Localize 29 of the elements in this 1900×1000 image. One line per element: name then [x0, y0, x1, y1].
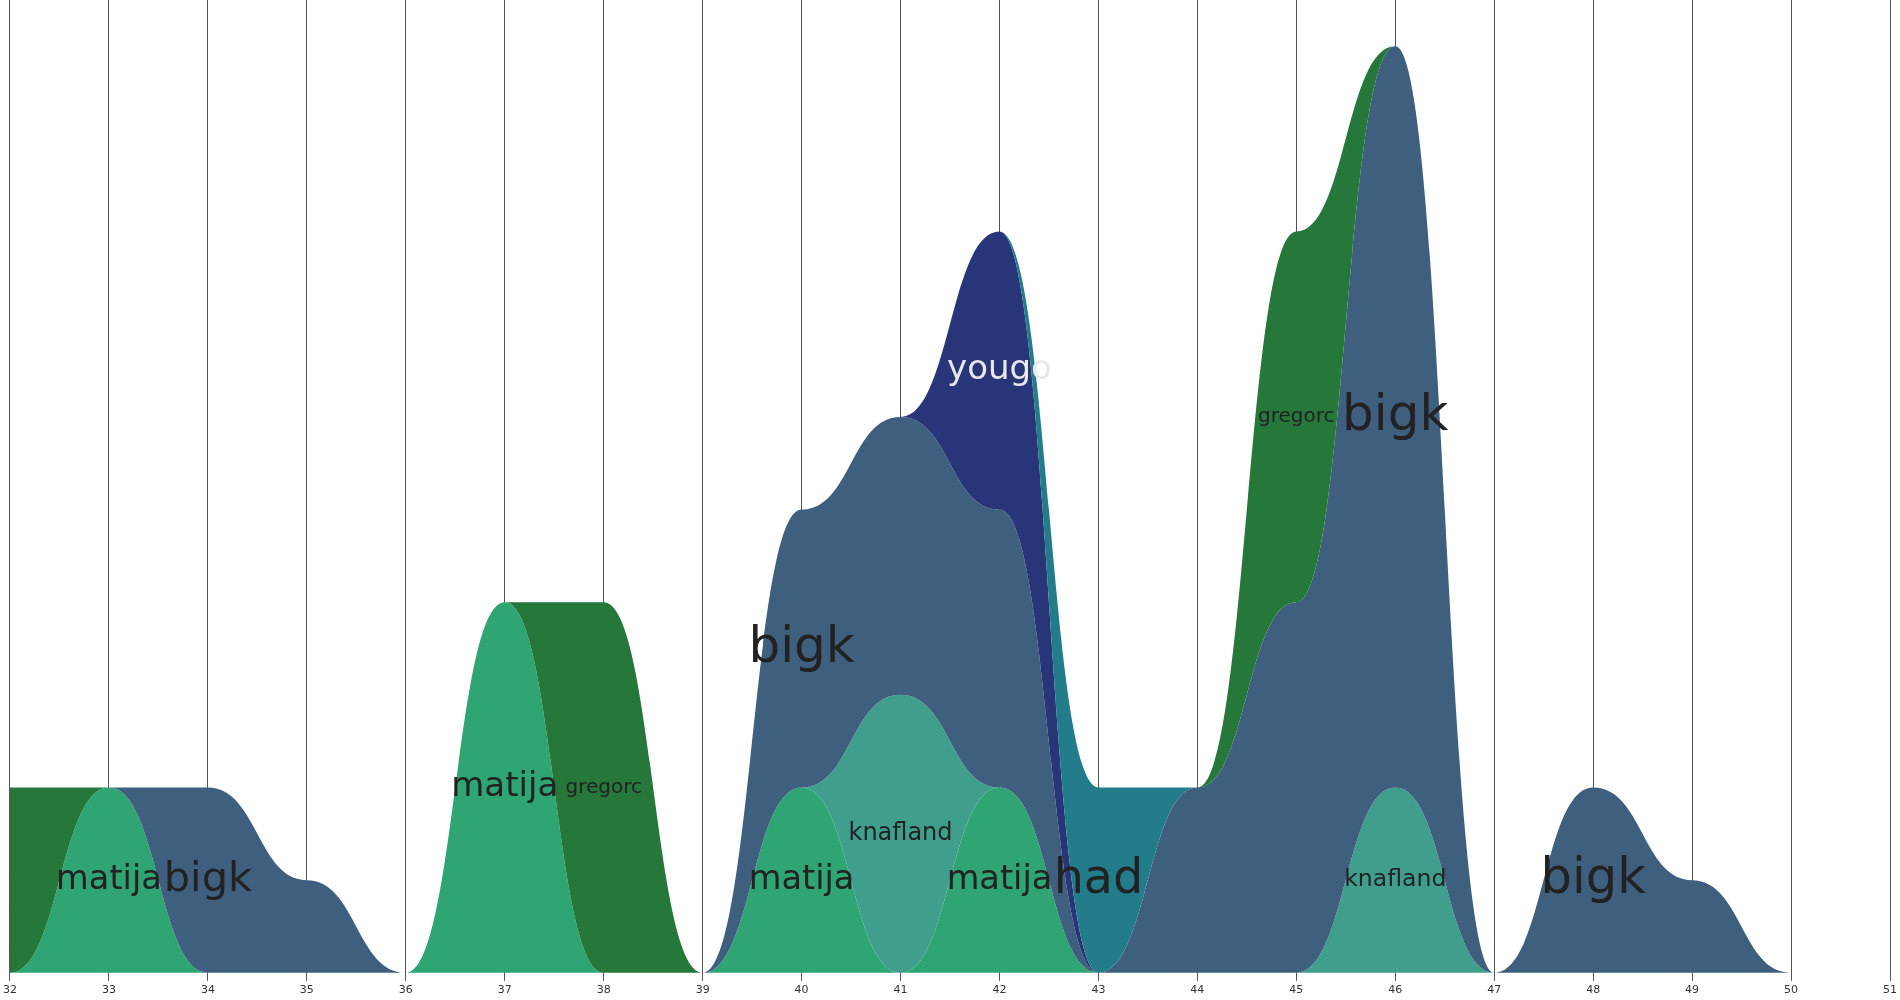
x-tick-label: 45 [1289, 983, 1304, 997]
x-tick-label: 46 [1388, 983, 1403, 997]
text: matija [946, 857, 1053, 897]
series-label: bigk [163, 851, 253, 901]
series-label: knafland [1344, 864, 1447, 893]
x-tick-label: 51 [1883, 983, 1897, 997]
x-tick-label: 42 [992, 983, 1007, 997]
x-tick-label: 44 [1190, 983, 1205, 997]
series-label: matija [56, 857, 162, 897]
x-tick-label: 43 [1091, 983, 1106, 997]
x-tick-label: 50 [1784, 983, 1799, 997]
x-tick-label: 39 [695, 983, 710, 997]
x-tick-label: 35 [299, 983, 314, 997]
text: knafland [848, 818, 953, 847]
text: bigk [1540, 847, 1646, 906]
x-tick-label: 34 [200, 983, 215, 997]
x-tick-label: 36 [398, 983, 413, 997]
x-tick-label: 38 [596, 983, 611, 997]
text: matija [748, 857, 855, 897]
text: gregorc [565, 773, 642, 798]
x-tick-label: 48 [1586, 983, 1601, 997]
x-tick-label: 41 [893, 983, 908, 997]
x-tick-label: 40 [794, 983, 809, 997]
series-label: gregorc [1258, 403, 1335, 428]
x-tick-label: 47 [1487, 983, 1502, 997]
x-tick-label: 33 [101, 983, 116, 997]
x-tick-label: 49 [1685, 983, 1700, 997]
x-tick-label: 37 [497, 983, 512, 997]
x-tick-label: 32 [3, 983, 17, 997]
